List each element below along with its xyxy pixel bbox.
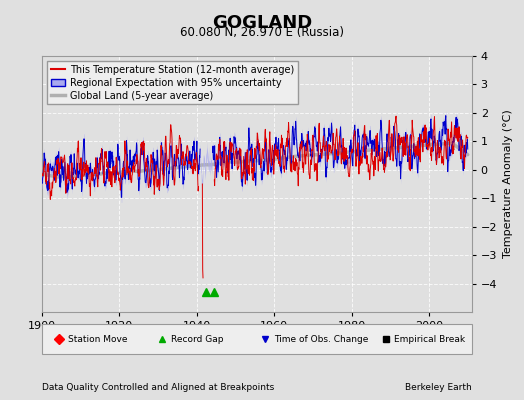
Text: Station Move: Station Move <box>68 334 127 344</box>
Text: Time of Obs. Change: Time of Obs. Change <box>274 334 368 344</box>
Text: Empirical Break: Empirical Break <box>394 334 465 344</box>
FancyBboxPatch shape <box>42 324 472 354</box>
Text: GOGLAND: GOGLAND <box>212 14 312 32</box>
Text: Record Gap: Record Gap <box>171 334 223 344</box>
Text: Data Quality Controlled and Aligned at Breakpoints: Data Quality Controlled and Aligned at B… <box>42 383 274 392</box>
Legend: This Temperature Station (12-month average), Regional Expectation with 95% uncer: This Temperature Station (12-month avera… <box>47 61 298 104</box>
Text: 60.080 N, 26.970 E (Russia): 60.080 N, 26.970 E (Russia) <box>180 26 344 39</box>
Y-axis label: Temperature Anomaly (°C): Temperature Anomaly (°C) <box>503 110 512 258</box>
Text: Berkeley Earth: Berkeley Earth <box>405 383 472 392</box>
